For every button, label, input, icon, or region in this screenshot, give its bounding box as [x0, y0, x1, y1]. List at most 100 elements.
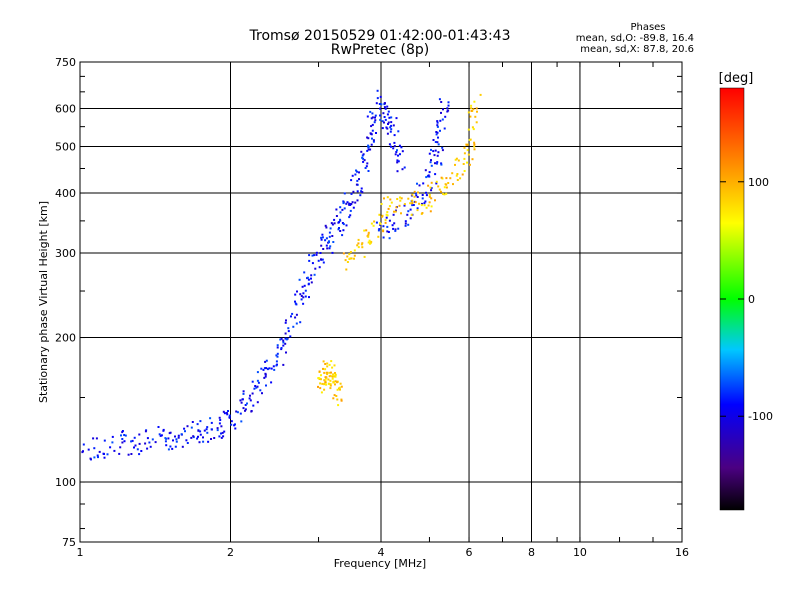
scatter-point — [275, 364, 278, 367]
scatter-point — [327, 378, 330, 381]
scatter-point — [452, 183, 454, 186]
scatter-point — [360, 243, 363, 246]
scatter-point — [463, 157, 466, 160]
scatter-point — [459, 177, 462, 180]
scatter-point — [253, 387, 256, 390]
scatter-point — [242, 390, 245, 393]
scatter-point — [356, 170, 358, 173]
scatter-point — [216, 429, 219, 432]
scatter-point — [218, 416, 221, 419]
x-tick-label: 1 — [77, 546, 84, 559]
scatter-point — [121, 441, 124, 444]
scatter-point — [322, 360, 325, 363]
scatter-point — [371, 116, 374, 119]
scatter-point — [407, 223, 410, 226]
y-axis-label: Stationary phase Virtual Height [km] — [37, 201, 50, 403]
scatter-point — [282, 344, 285, 347]
scatter-point — [437, 185, 440, 188]
scatter-point — [348, 202, 351, 205]
scatter-point — [320, 391, 323, 394]
scatter-point — [445, 186, 448, 189]
scatter-point — [335, 215, 338, 217]
scatter-point — [138, 433, 141, 436]
plot-area: 1 2 4 6 8 10 16 75 100 200 300 400 500 600 750 — [55, 56, 689, 559]
scatter-point — [395, 151, 398, 153]
scatter-point — [336, 388, 339, 391]
scatter-point — [449, 177, 452, 180]
scatter-point — [242, 407, 245, 410]
scatter-point — [251, 392, 254, 395]
scatter-point — [389, 198, 392, 201]
scatter-point — [409, 208, 412, 211]
scatter-point — [280, 347, 283, 349]
scatter-point — [371, 123, 374, 126]
scatter-point — [146, 447, 149, 450]
scatter-point — [430, 205, 433, 208]
scatter-point — [298, 278, 301, 281]
scatter-point — [332, 397, 335, 400]
scatter-point — [336, 380, 339, 383]
scatter-point — [228, 414, 231, 417]
scatter-point — [429, 210, 432, 213]
scatter-point — [93, 456, 96, 459]
scatter-point — [310, 277, 312, 280]
scatter-point — [320, 378, 322, 381]
scatter-point — [439, 119, 442, 122]
scatter-point — [294, 316, 297, 319]
scatter-point — [390, 145, 392, 148]
scatter-point — [350, 192, 353, 195]
scatter-point — [190, 436, 193, 439]
scatter-point — [310, 281, 313, 284]
scatter-point — [264, 375, 267, 378]
scatter-point — [289, 335, 292, 338]
scatter-point — [425, 176, 428, 179]
scatter-point — [333, 218, 336, 221]
scatter-point — [430, 189, 433, 192]
scatter-point — [329, 245, 332, 248]
scatter-point — [164, 440, 167, 443]
scatter-point — [436, 161, 439, 164]
scatter-point — [476, 110, 478, 113]
scatter-point — [151, 438, 154, 441]
scatter-point — [285, 351, 287, 354]
scatter-point — [372, 139, 375, 142]
scatter-point — [167, 437, 170, 440]
scatter-point — [299, 321, 302, 324]
scatter-point — [370, 117, 373, 120]
scatter-point — [324, 379, 327, 382]
scatter-point — [318, 370, 321, 373]
y-tick-label: 750 — [55, 56, 76, 69]
scatter-point — [455, 174, 458, 177]
scatter-point — [396, 198, 399, 200]
scatter-point — [473, 143, 476, 146]
scatter-point — [371, 129, 374, 132]
scatter-point — [411, 199, 414, 202]
scatter-point — [284, 332, 287, 335]
scatter-point — [315, 251, 318, 254]
scatter-point — [392, 147, 395, 150]
scatter-point — [375, 221, 378, 224]
scatter-point — [168, 432, 171, 435]
scatter-point — [343, 192, 346, 195]
scatter-point — [220, 432, 222, 435]
scatter-point — [388, 219, 391, 222]
scatter-point — [263, 376, 266, 379]
scatter-point — [367, 170, 370, 172]
scatter-point — [363, 159, 366, 162]
scatter-point — [359, 194, 362, 197]
scatter-point — [121, 438, 124, 440]
scatter-points — [81, 89, 482, 461]
scatter-point — [421, 212, 424, 214]
scatter-point — [376, 97, 379, 100]
scatter-point — [436, 125, 439, 128]
scatter-point — [325, 244, 328, 247]
scatter-point — [461, 173, 464, 176]
scatter-point — [285, 338, 288, 341]
scatter-point — [262, 368, 265, 371]
scatter-point — [443, 193, 446, 196]
scatter-point — [358, 171, 360, 174]
scatter-point — [427, 184, 430, 187]
scatter-point — [321, 382, 324, 385]
scatter-point — [393, 145, 396, 148]
scatter-point — [421, 194, 424, 196]
